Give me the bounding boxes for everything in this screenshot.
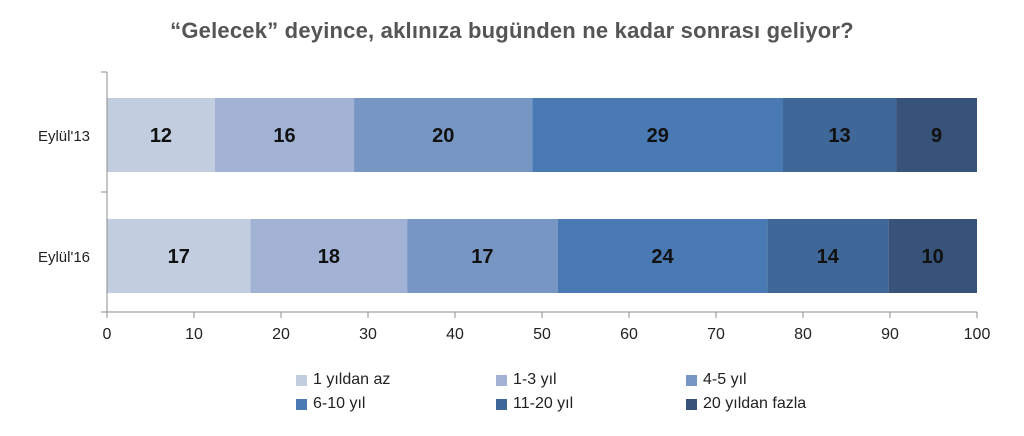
legend-item-1: 1-3 yıl bbox=[496, 369, 686, 391]
x-tick-label-8: 80 bbox=[794, 326, 812, 343]
legend-label-2: 4-5 yıl bbox=[703, 371, 747, 388]
legend-swatch-1 bbox=[496, 374, 507, 386]
x-tick-label-6: 60 bbox=[620, 326, 638, 343]
legend-label-0: 1 yıldan az bbox=[313, 371, 391, 388]
chart-legend: 1 yıldan az 1-3 yıl 4-5 yıl 6-10 yıl 11-20 y… bbox=[296, 369, 876, 415]
x-tick-label-10: 100 bbox=[964, 326, 991, 343]
data-label-0-2: 20 bbox=[432, 125, 454, 147]
data-label-0-5: 9 bbox=[931, 125, 942, 147]
x-tick-label-9: 90 bbox=[881, 326, 899, 343]
bar-segment-0-2 bbox=[354, 98, 533, 172]
bar-segment-1-4 bbox=[767, 219, 889, 293]
bar-segment-1-5 bbox=[888, 219, 977, 293]
legend-swatch-0 bbox=[296, 374, 307, 386]
category-label-0: Eylül'13 bbox=[38, 128, 90, 145]
legend-swatch-2 bbox=[686, 374, 697, 386]
legend-label-5: 20 yıldan fazla bbox=[703, 395, 807, 412]
x-tick-label-2: 20 bbox=[272, 326, 290, 343]
bar-segment-1-3 bbox=[557, 219, 768, 293]
bar-segment-0-5 bbox=[896, 98, 977, 172]
legend-item-4: 11-20 yıl bbox=[496, 393, 686, 415]
x-tick-label-0: 0 bbox=[103, 326, 112, 343]
data-label-1-0: 17 bbox=[168, 246, 190, 268]
legend-label-4: 11-20 yıl bbox=[513, 395, 574, 412]
data-label-1-5: 10 bbox=[922, 246, 944, 268]
data-label-1-2: 17 bbox=[471, 246, 493, 268]
x-tick-label-1: 10 bbox=[185, 326, 203, 343]
axes-layer bbox=[101, 71, 978, 318]
legend-item-5: 20 yıldan fazla bbox=[686, 393, 876, 415]
legend-item-2: 4-5 yıl bbox=[686, 369, 876, 391]
legend-swatch-3 bbox=[296, 398, 307, 410]
bar-segment-0-0 bbox=[107, 98, 215, 172]
legend-item-0: 1 yıldan az bbox=[296, 369, 496, 391]
category-label-1: Eylül'16 bbox=[38, 249, 90, 266]
data-label-1-4: 14 bbox=[817, 246, 840, 268]
bar-segment-0-4 bbox=[782, 98, 897, 172]
x-tick-label-4: 40 bbox=[446, 326, 464, 343]
bar-segment-1-1 bbox=[250, 219, 408, 293]
legend-swatch-4 bbox=[496, 398, 507, 410]
x-tick-label-3: 30 bbox=[359, 326, 377, 343]
bar-segment-1-0 bbox=[107, 219, 251, 293]
legend-swatch-5 bbox=[686, 398, 697, 410]
legend-label-1: 1-3 yıl bbox=[513, 371, 557, 388]
x-tick-label-5: 50 bbox=[533, 326, 551, 343]
chart-title: “Gelecek” deyince, aklınıza bugünden ne … bbox=[170, 18, 854, 43]
data-label-0-3: 29 bbox=[647, 125, 669, 147]
data-label-1-3: 24 bbox=[651, 246, 674, 268]
legend-label-3: 6-10 yıl bbox=[313, 395, 366, 412]
bar-segment-0-3 bbox=[532, 98, 783, 172]
x-tick-label-7: 70 bbox=[707, 326, 725, 343]
bar-segment-1-2 bbox=[407, 219, 558, 293]
data-label-0-0: 12 bbox=[150, 125, 172, 147]
bar-segment-0-1 bbox=[214, 98, 355, 172]
labels-layer: 12 16 20 29 13 9 Eylül'13 17 18 17 24 14 10 Eylül'16 0… bbox=[38, 125, 991, 343]
legend-item-3: 6-10 yıl bbox=[296, 393, 496, 415]
data-label-1-1: 18 bbox=[318, 246, 340, 268]
data-label-0-1: 16 bbox=[273, 125, 295, 147]
bars-layer bbox=[107, 98, 977, 293]
data-label-0-4: 13 bbox=[828, 125, 850, 147]
